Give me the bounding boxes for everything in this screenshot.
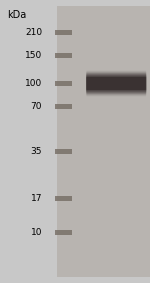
FancyBboxPatch shape <box>86 72 146 95</box>
FancyBboxPatch shape <box>86 71 146 96</box>
Text: 70: 70 <box>30 102 42 111</box>
FancyBboxPatch shape <box>86 70 146 97</box>
FancyBboxPatch shape <box>57 6 150 277</box>
FancyBboxPatch shape <box>86 74 146 93</box>
Bar <box>55 53 72 58</box>
FancyBboxPatch shape <box>86 73 146 94</box>
Text: 10: 10 <box>30 228 42 237</box>
Text: 210: 210 <box>25 28 42 37</box>
Bar <box>55 30 72 35</box>
FancyBboxPatch shape <box>86 76 146 91</box>
Text: 150: 150 <box>25 51 42 60</box>
FancyBboxPatch shape <box>86 76 146 91</box>
Bar <box>55 196 72 201</box>
Bar <box>55 230 72 235</box>
Bar <box>55 81 72 86</box>
Text: 35: 35 <box>30 147 42 156</box>
Text: 17: 17 <box>30 194 42 203</box>
FancyBboxPatch shape <box>86 75 146 92</box>
Bar <box>55 149 72 154</box>
Text: kDa: kDa <box>8 10 27 20</box>
Text: 100: 100 <box>25 79 42 88</box>
Bar <box>55 104 72 109</box>
FancyBboxPatch shape <box>87 77 146 90</box>
